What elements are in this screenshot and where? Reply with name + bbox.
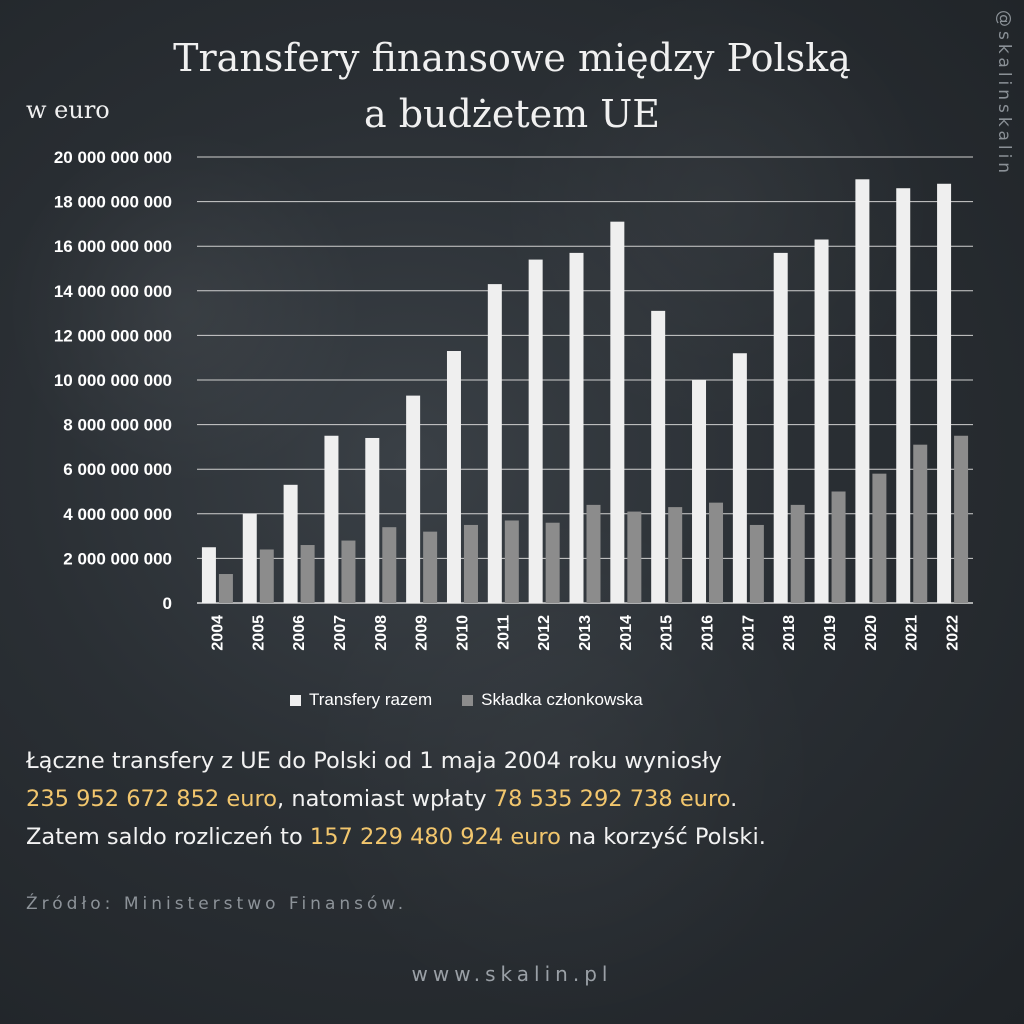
y-tick-label: 6 000 000 000 [63, 460, 172, 479]
title-line-2: a budżetem UE [363, 92, 660, 136]
bar-contribution [872, 473, 887, 603]
bar-transfers [406, 395, 421, 603]
bar-contribution [627, 511, 642, 603]
bar-contribution [586, 504, 601, 603]
website-footer: www.skalin.pl [411, 962, 613, 986]
legend-item-contribution: Składka członkowska [462, 690, 643, 710]
y-tick-label: 10 000 000 000 [54, 371, 172, 390]
y-tick-label: 20 000 000 000 [54, 148, 172, 167]
y-tick-label: 16 000 000 000 [54, 237, 172, 256]
bar-transfers [569, 252, 584, 603]
y-tick-label: 2 000 000 000 [63, 549, 172, 568]
x-tick-label: 2022 [945, 615, 962, 651]
y-tick-label: 18 000 000 000 [54, 193, 172, 212]
x-tick-label: 2015 [659, 615, 676, 651]
summary-line-3-end: na korzyść Polski. [560, 824, 766, 850]
legend-label-contribution: Składka członkowska [481, 690, 643, 709]
y-axis-unit-label: w euro [26, 96, 110, 124]
chart-title: Transfery finansowe między Polską a budż… [0, 30, 1024, 142]
x-tick-label: 2011 [495, 615, 512, 650]
x-tick-label: 2004 [209, 615, 226, 651]
bar-transfers [651, 310, 666, 603]
bar-contribution [668, 507, 683, 603]
legend-label-transfers: Transfery razem [309, 690, 433, 709]
bar-transfers [937, 183, 952, 603]
bar-transfers [242, 513, 257, 603]
x-tick-label: 2007 [332, 615, 349, 651]
summary-line-3: Zatem saldo rozliczeń to 157 229 480 924… [26, 818, 986, 856]
x-tick-label: 2010 [454, 615, 471, 651]
legend-swatch-transfers [290, 694, 301, 706]
bar-contribution [382, 527, 397, 603]
handle-watermark: @skalinskalin [994, 10, 1014, 178]
x-tick-label: 2006 [291, 615, 308, 651]
summary-line-2-end: . [730, 786, 738, 812]
title-line-1: Transfery finansowe między Polską [173, 36, 851, 80]
summary-line-1: Łączne transfery z UE do Polski od 1 maj… [26, 748, 722, 774]
bar-transfers [692, 380, 707, 603]
bar-contribution [954, 435, 969, 603]
bar-contribution [831, 491, 846, 603]
bar-transfers [528, 259, 543, 603]
bar-transfers [487, 284, 502, 603]
summary-line-3-start: Zatem saldo rozliczeń to [26, 824, 310, 850]
y-tick-label: 12 000 000 000 [54, 326, 172, 345]
x-tick-label: 2021 [904, 615, 921, 651]
bar-contribution [790, 504, 805, 603]
bar-contribution [749, 524, 764, 603]
bar-contribution [913, 444, 928, 603]
total-transfers-amount: 235 952 672 852 euro [26, 786, 278, 812]
x-tick-label: 2013 [577, 615, 594, 651]
legend-item-transfers: Transfery razem [290, 690, 432, 710]
summary-text: Łączne transfery z UE do Polski od 1 maj… [26, 742, 986, 856]
x-tick-label: 2016 [700, 615, 717, 651]
bar-contribution [463, 524, 478, 603]
x-tick-label: 2019 [822, 615, 839, 651]
bar-contribution [218, 574, 233, 603]
bar-contribution [545, 522, 560, 603]
bar-transfers [324, 435, 339, 603]
total-payments-amount: 78 535 292 738 euro [493, 786, 731, 812]
y-tick-label: 8 000 000 000 [63, 416, 172, 435]
x-tick-label: 2008 [373, 615, 390, 651]
x-tick-label: 2005 [250, 615, 267, 651]
bar-contribution [300, 545, 315, 603]
y-tick-label: 14 000 000 000 [54, 282, 172, 301]
balance-amount: 157 229 480 924 euro [309, 824, 561, 850]
x-tick-label: 2020 [863, 615, 880, 651]
summary-mid-text: , natomiast wpłaty [277, 786, 494, 812]
y-tick-label: 0 [163, 594, 172, 613]
bar-transfers [201, 547, 216, 603]
bar-transfers [896, 188, 911, 603]
legend-swatch-contribution [462, 694, 474, 706]
bar-chart: 0 2 000 000 000 4 000 000 000 6 000 000 000… [54, 148, 973, 651]
bar-transfers [814, 239, 829, 603]
bar-transfers [365, 437, 380, 603]
source-note: Źródło: Ministerstwo Finansów. [26, 894, 408, 914]
bar-transfers [610, 221, 625, 604]
x-tick-label: 2012 [536, 615, 553, 651]
bar-transfers [283, 484, 298, 603]
bar-contribution [259, 549, 274, 603]
x-tick-label: 2018 [781, 615, 798, 651]
x-tick-label: 2009 [414, 615, 431, 651]
bar-contribution [423, 531, 438, 603]
bar-transfers [855, 179, 870, 604]
summary-line-2: 235 952 672 852 euro, natomiast wpłaty 7… [26, 780, 986, 818]
bar-contribution [709, 502, 724, 603]
bar-contribution [341, 540, 356, 603]
x-tick-label: 2014 [618, 615, 635, 651]
bar-transfers [446, 351, 461, 603]
bar-contribution [504, 520, 519, 603]
bar-transfers [773, 252, 788, 603]
y-tick-label: 4 000 000 000 [63, 505, 172, 524]
chart-legend: Transfery razem Składka członkowska [290, 690, 643, 710]
bar-transfers [732, 353, 747, 603]
x-tick-label: 2017 [740, 615, 757, 651]
